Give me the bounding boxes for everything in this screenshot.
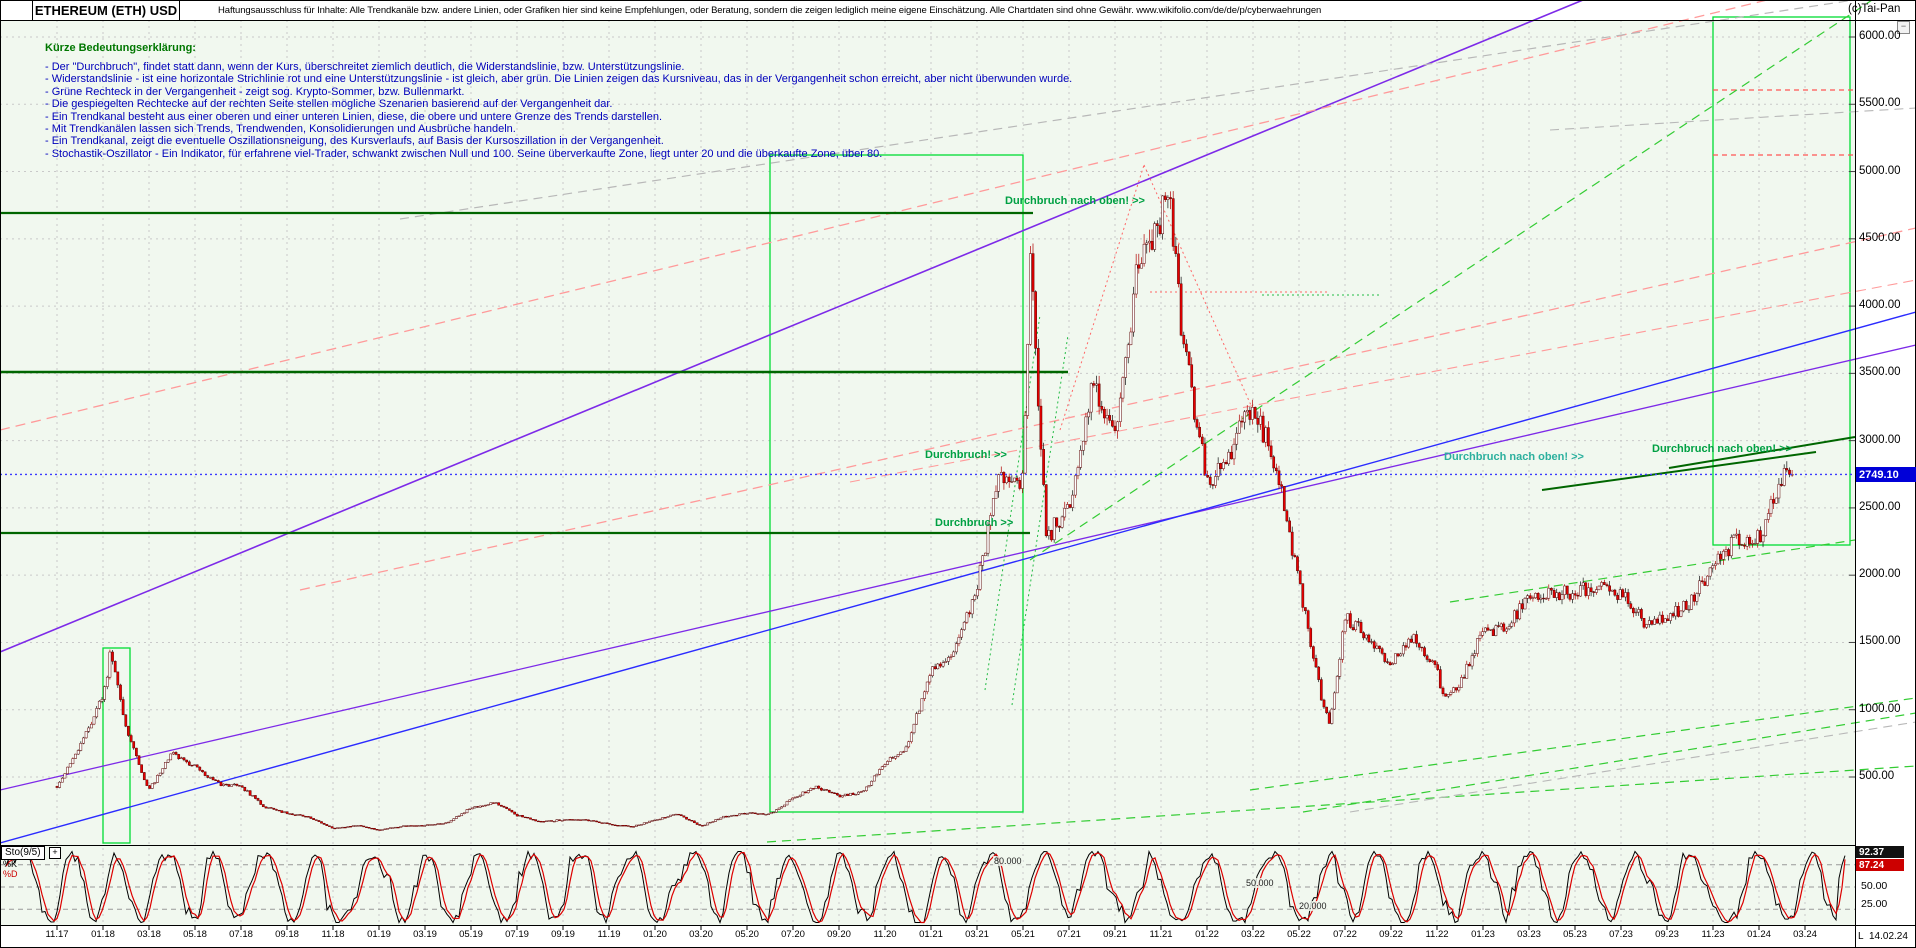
stochastic-level-label: 20.000 [1298, 901, 1328, 911]
price-label: 4500.00 [1859, 232, 1901, 244]
explanation-line-3: - Grüne Rechteck in der Vergangenheit - … [45, 85, 465, 98]
stochastic-d-label: %D [3, 869, 18, 879]
date-label: 05.18 [183, 929, 207, 940]
candlestick-series [55, 191, 1794, 831]
date-label: 07.22 [1333, 929, 1357, 940]
disclaimer-text: Haftungsausschluss für Inhalte: Alle Tre… [218, 5, 1322, 16]
date-label: 07.20 [781, 929, 805, 940]
stochastic-axis-25: 25.00 [1861, 898, 1888, 910]
stochastic-k-label: %K [3, 859, 18, 869]
date-label: 01.24 [1747, 929, 1771, 940]
date-label: 11.19 [597, 929, 621, 940]
explanation-line-4: - Die gespiegelten Rechtecke auf der rec… [45, 98, 613, 111]
date-label: 11.20 [873, 929, 897, 940]
price-label: 1500.00 [1859, 635, 1901, 647]
breakout-annotation-1: Durchbruch nach oben! >> [1005, 195, 1145, 207]
explanation-block: Kürze Bedeutungserklärung: - Der "Durchb… [45, 42, 1072, 160]
date-label: 03.18 [137, 929, 161, 940]
copyright-label: (c)Tai-Pan [1848, 3, 1901, 15]
stochastic-expand-icon[interactable]: + [49, 847, 61, 859]
date-label: 09.19 [551, 929, 575, 940]
last-price-badge: 2749.10 [1856, 467, 1916, 482]
stochastic-level-label: 50.000 [1245, 878, 1275, 888]
last-date: 14.02.24 [1869, 931, 1908, 942]
stochastic-d-line [5, 851, 1846, 924]
price-label: 5500.00 [1859, 97, 1901, 109]
price-label: 4000.00 [1859, 299, 1901, 311]
stochastic-k-badge: 92.37 [1856, 846, 1904, 858]
explanation-line-5: - Ein Trendkanal besteht aus einer obere… [45, 110, 663, 123]
date-label: 09.23 [1655, 929, 1679, 940]
price-label: 500.00 [1859, 770, 1895, 782]
date-label: 03.21 [965, 929, 989, 940]
last-price-value: 2749.10 [1859, 468, 1899, 481]
explanation-line-6: - Mit Trendkanälen lassen sich Trends, T… [45, 123, 516, 136]
stochastic-d-value: 87.24 [1859, 859, 1885, 871]
breakout-annotation-5: Durchbruch nach oben! >> [1652, 443, 1792, 455]
date-label: 01.19 [367, 929, 391, 940]
explanation-lines: - Der "Durchbruch", findet statt dann, w… [45, 61, 1072, 160]
stochastic-indicator-label[interactable]: Sto(9/5) [1, 846, 45, 860]
date-label: 03.24 [1793, 929, 1817, 940]
explanation-heading: Kürze Bedeutungserklärung: [45, 42, 196, 54]
date-label: 01.20 [643, 929, 667, 940]
price-label: 2000.00 [1859, 568, 1901, 580]
date-label: 03.20 [689, 929, 713, 940]
date-label: 07.23 [1609, 929, 1633, 940]
last-marker: L [1858, 931, 1864, 942]
date-label: 05.22 [1287, 929, 1311, 940]
date-label: 05.23 [1563, 929, 1587, 940]
date-label: 03.19 [413, 929, 437, 940]
price-label: 6000.00 [1859, 30, 1901, 42]
explanation-line-1: - Der "Durchbruch", findet statt dann, w… [45, 61, 685, 73]
stochastic-k-value: 92.37 [1859, 846, 1885, 858]
stochastic-k-line [5, 849, 1846, 925]
stochastic-indicator-text: Sto(9/5) [5, 847, 41, 858]
date-label: 05.20 [735, 929, 759, 940]
date-label: 09.20 [827, 929, 851, 940]
date-label: 01.21 [919, 929, 943, 940]
date-label: 11.23 [1701, 929, 1725, 940]
instrument-title-text: ETHEREUM (ETH) USD [34, 3, 178, 18]
stochastic-d-badge: 87.24 [1856, 859, 1904, 871]
stochastic-level-label: 80.000 [993, 856, 1023, 866]
date-label: 01.18 [91, 929, 115, 940]
date-label: 03.22 [1241, 929, 1265, 940]
date-label: 11.22 [1425, 929, 1449, 940]
explanation-line-7: - Ein Trendkanal, zeigt die eventuelle O… [45, 135, 664, 148]
price-label: 5000.00 [1859, 165, 1901, 177]
breakout-annotation-2: Durchbruch! >> [925, 449, 1007, 461]
date-label: 03.23 [1517, 929, 1541, 940]
date-label: 09.18 [275, 929, 299, 940]
date-label: 09.21 [1103, 929, 1127, 940]
date-label: 07.21 [1057, 929, 1081, 940]
date-label: 09.22 [1379, 929, 1403, 940]
date-label: 11.17 [45, 929, 69, 940]
date-label: 01.22 [1195, 929, 1219, 940]
date-label: 07.19 [505, 929, 529, 940]
date-label: 11.21 [1149, 929, 1173, 940]
stochastic-axis-50: 50.00 [1861, 880, 1888, 892]
price-label: 1000.00 [1859, 703, 1901, 715]
explanation-line-8: - Stochastik-Oszillator - Ein Indikator,… [45, 147, 883, 160]
date-label: 11.18 [321, 929, 345, 940]
price-label: 2500.00 [1859, 501, 1901, 513]
price-label: 3500.00 [1859, 366, 1901, 378]
instrument-title: ETHEREUM (ETH) USD [32, 0, 180, 21]
date-label: 07.18 [229, 929, 253, 940]
explanation-line-2: - Widerstandslinie - ist eine horizontal… [45, 73, 1073, 86]
date-label: 01.23 [1471, 929, 1495, 940]
breakout-annotation-3: Durchbruch >> [935, 517, 1014, 529]
date-label: 05.19 [459, 929, 483, 940]
date-label: 05.21 [1011, 929, 1035, 940]
minimize-icon[interactable]: − [1897, 21, 1910, 34]
price-label: 3000.00 [1859, 434, 1901, 446]
breakout-annotation-4: Durchbruch nach oben! >> [1444, 451, 1584, 463]
